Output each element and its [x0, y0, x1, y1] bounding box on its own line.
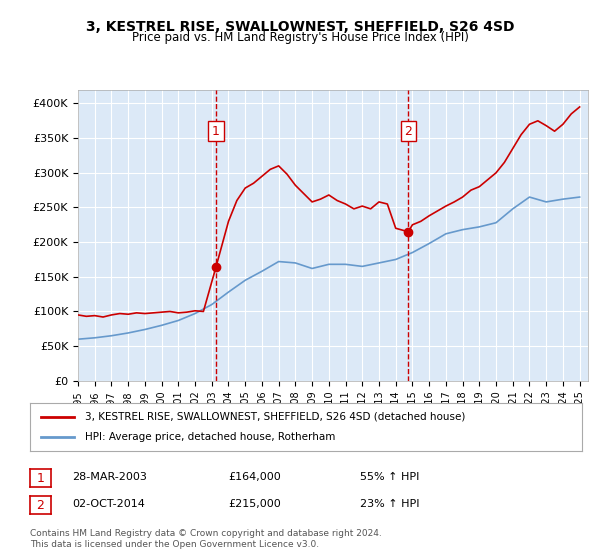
Text: 28-MAR-2003: 28-MAR-2003 [72, 472, 147, 482]
Text: 23% ↑ HPI: 23% ↑ HPI [360, 499, 419, 509]
Text: 3, KESTREL RISE, SWALLOWNEST, SHEFFIELD, S26 4SD: 3, KESTREL RISE, SWALLOWNEST, SHEFFIELD,… [86, 20, 514, 34]
Text: 3, KESTREL RISE, SWALLOWNEST, SHEFFIELD, S26 4SD (detached house): 3, KESTREL RISE, SWALLOWNEST, SHEFFIELD,… [85, 412, 466, 422]
Text: 1: 1 [212, 125, 220, 138]
Text: HPI: Average price, detached house, Rotherham: HPI: Average price, detached house, Roth… [85, 432, 335, 442]
Text: 55% ↑ HPI: 55% ↑ HPI [360, 472, 419, 482]
Text: £164,000: £164,000 [228, 472, 281, 482]
Text: Price paid vs. HM Land Registry's House Price Index (HPI): Price paid vs. HM Land Registry's House … [131, 31, 469, 44]
Text: 02-OCT-2014: 02-OCT-2014 [72, 499, 145, 509]
Text: £215,000: £215,000 [228, 499, 281, 509]
Text: 2: 2 [404, 125, 412, 138]
Text: Contains HM Land Registry data © Crown copyright and database right 2024.
This d: Contains HM Land Registry data © Crown c… [30, 529, 382, 549]
Text: 2: 2 [37, 498, 44, 512]
Text: 1: 1 [37, 472, 44, 485]
